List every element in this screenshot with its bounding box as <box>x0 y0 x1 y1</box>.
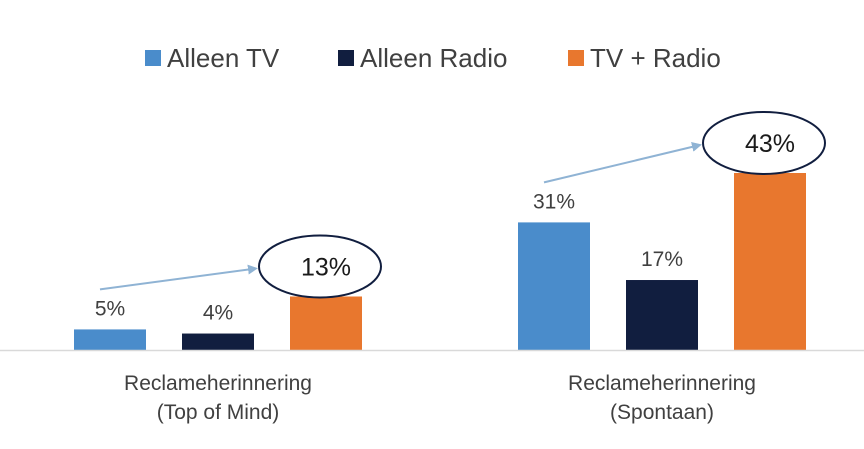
highlight-ellipses <box>258 111 826 299</box>
bar-tv-radio-1 <box>290 296 362 350</box>
data-label-tv-radio-2: 43% <box>745 130 795 158</box>
data-labels: 5% 31% 4% 17% 13% 43% <box>95 130 795 325</box>
bar-alleen-radio-2 <box>626 280 698 350</box>
legend-swatch-tv-radio <box>568 50 584 66</box>
data-label-alleen-radio-2: 17% <box>641 248 683 271</box>
category-labels: Reclameherinnering (Top of Mind) Reclamehe… <box>124 372 756 424</box>
bar-tv-radio-2 <box>734 173 806 350</box>
legend-swatch-alleen-tv <box>145 50 161 66</box>
category-label-2: Reclameherinnering (Spontaan) <box>568 372 756 424</box>
legend-swatch-alleen-radio <box>338 50 354 66</box>
legend-label-alleen-tv: Alleen TV <box>167 43 280 73</box>
trend-arrow-2 <box>543 142 702 184</box>
legend-label-alleen-radio: Alleen Radio <box>360 43 507 73</box>
legend: Alleen TV Alleen Radio TV + Radio <box>145 43 721 73</box>
trend-arrow-1 <box>99 264 258 291</box>
bar-alleen-tv-1 <box>74 329 146 350</box>
bar-alleen-radio-1 <box>182 333 254 350</box>
bars <box>74 173 806 350</box>
legend-label-tv-radio: TV + Radio <box>590 43 721 73</box>
data-label-alleen-tv-1: 5% <box>95 297 125 320</box>
data-label-alleen-tv-2: 31% <box>533 190 575 213</box>
highlight-ellipse-2 <box>702 111 826 175</box>
highlight-ellipse-1 <box>258 234 382 299</box>
category-label-1: Reclameherinnering (Top of Mind) <box>124 372 312 424</box>
data-label-tv-radio-1: 13% <box>301 253 351 281</box>
trend-arrows <box>99 142 702 291</box>
data-label-alleen-radio-1: 4% <box>203 302 233 325</box>
bar-alleen-tv-2 <box>518 222 590 350</box>
